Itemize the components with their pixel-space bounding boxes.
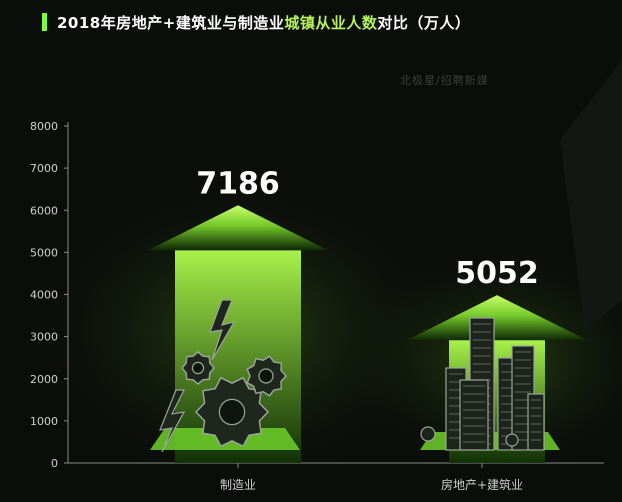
- tree: [420, 426, 436, 442]
- gear-hub: [218, 398, 246, 426]
- y-tick-label: 7000: [30, 162, 58, 175]
- lightning-bolt: [159, 389, 186, 453]
- chart-title: 2018年房地产+建筑业与制造业城镇从业人数对比（万人）: [42, 12, 470, 32]
- y-tick-label: 0: [51, 457, 58, 470]
- category-label: 制造业: [220, 478, 256, 492]
- title-marker: [42, 13, 47, 31]
- arrow-head: [407, 295, 587, 341]
- watermark: 北极星/招聘新媒: [400, 74, 489, 87]
- gear-hub: [258, 368, 274, 384]
- building: [527, 393, 545, 451]
- y-tick-label: 6000: [30, 204, 58, 217]
- building: [459, 379, 489, 451]
- y-tick-label: 5000: [30, 246, 58, 259]
- gears-and-lightning-icon: [159, 299, 288, 453]
- city-buildings-icon: [420, 317, 545, 451]
- category-label: 房地产+建筑业: [441, 477, 523, 492]
- y-tick-label: 3000: [30, 331, 58, 344]
- illustrations: [150, 299, 560, 453]
- labels: 7186 制造业 5052 房地产+建筑业: [196, 166, 539, 492]
- rock-shape: [560, 60, 622, 330]
- title-highlight: 城镇从业人数: [284, 13, 378, 32]
- title-part-a: 2018年房地产+建筑业与制造业: [57, 13, 285, 32]
- value-label: 5052: [455, 256, 539, 291]
- y-tick-label: 4000: [30, 289, 58, 302]
- lightning-bolt: [209, 299, 236, 361]
- gear-hub: [191, 361, 205, 375]
- title-part-c: 对比（万人）: [377, 13, 471, 32]
- y-tick-label: 2000: [30, 373, 58, 386]
- arrow-head: [148, 205, 328, 251]
- y-tick-label: 8000: [30, 120, 58, 133]
- tree: [505, 433, 519, 447]
- value-label: 7186: [196, 166, 280, 201]
- y-tick-label: 1000: [30, 415, 58, 428]
